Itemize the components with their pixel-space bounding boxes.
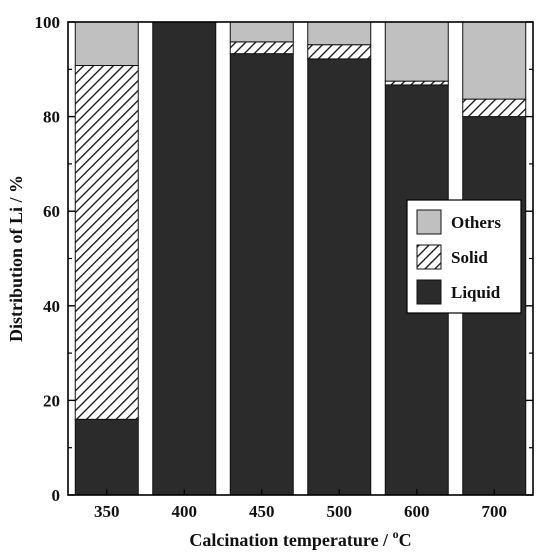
y-tick-label-20: 20 [43,391,60,410]
y-tick-label-100: 100 [35,13,61,32]
bar-700-solid [462,98,527,118]
y-tick-label-0: 0 [52,486,61,505]
bar-500-others [307,21,372,46]
x-tick-label-700: 700 [482,502,508,521]
y-tick-label-60: 60 [43,202,60,221]
x-axis-title-unit-superscript: o [393,527,399,541]
x-axis-title-text: Calcination temperature / [189,530,392,550]
bars-group [74,21,527,496]
bar-350-solid [74,65,139,420]
y-tick-label-40: 40 [43,297,60,316]
bar-500-solid [307,44,372,60]
bar-350-liquid [74,418,139,496]
legend-label-liquid: Liquid [451,283,501,302]
bar-350-others [74,21,139,67]
bar-700-others [462,21,527,100]
bar-600-others [384,21,449,82]
legend-label-others: Others [451,213,501,232]
x-tick-label-350: 350 [94,502,120,521]
legend-swatch-solid [416,244,442,270]
x-tick-label-400: 400 [172,502,198,521]
bar-600-solid [384,80,449,86]
bar-450-liquid [229,53,294,496]
x-axis-title: Calcination temperature / oC [189,527,411,550]
bar-450-solid [229,41,294,55]
x-tick-label-600: 600 [404,502,430,521]
x-axis: 350 400 450 500 600 700 [94,489,507,521]
x-axis-title-unit: C [399,530,412,550]
y-axis-title: Distribution of Li / % [6,175,26,342]
legend-swatch-liquid [416,279,442,305]
x-tick-label-500: 500 [327,502,353,521]
legend: Others Solid Liquid [406,199,522,314]
legend-label-solid: Solid [451,248,488,267]
bar-400-liquid [152,21,217,496]
y-axis: 0 20 40 60 80 100 [35,13,533,505]
y-tick-label-80: 80 [43,108,60,127]
legend-swatch-others [416,209,442,235]
x-tick-label-450: 450 [249,502,275,521]
bar-450-others [229,21,294,43]
bar-500-liquid [307,58,372,496]
